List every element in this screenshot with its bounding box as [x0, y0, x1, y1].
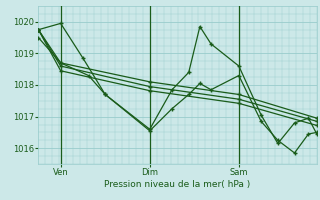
X-axis label: Pression niveau de la mer( hPa ): Pression niveau de la mer( hPa ) — [104, 180, 251, 189]
